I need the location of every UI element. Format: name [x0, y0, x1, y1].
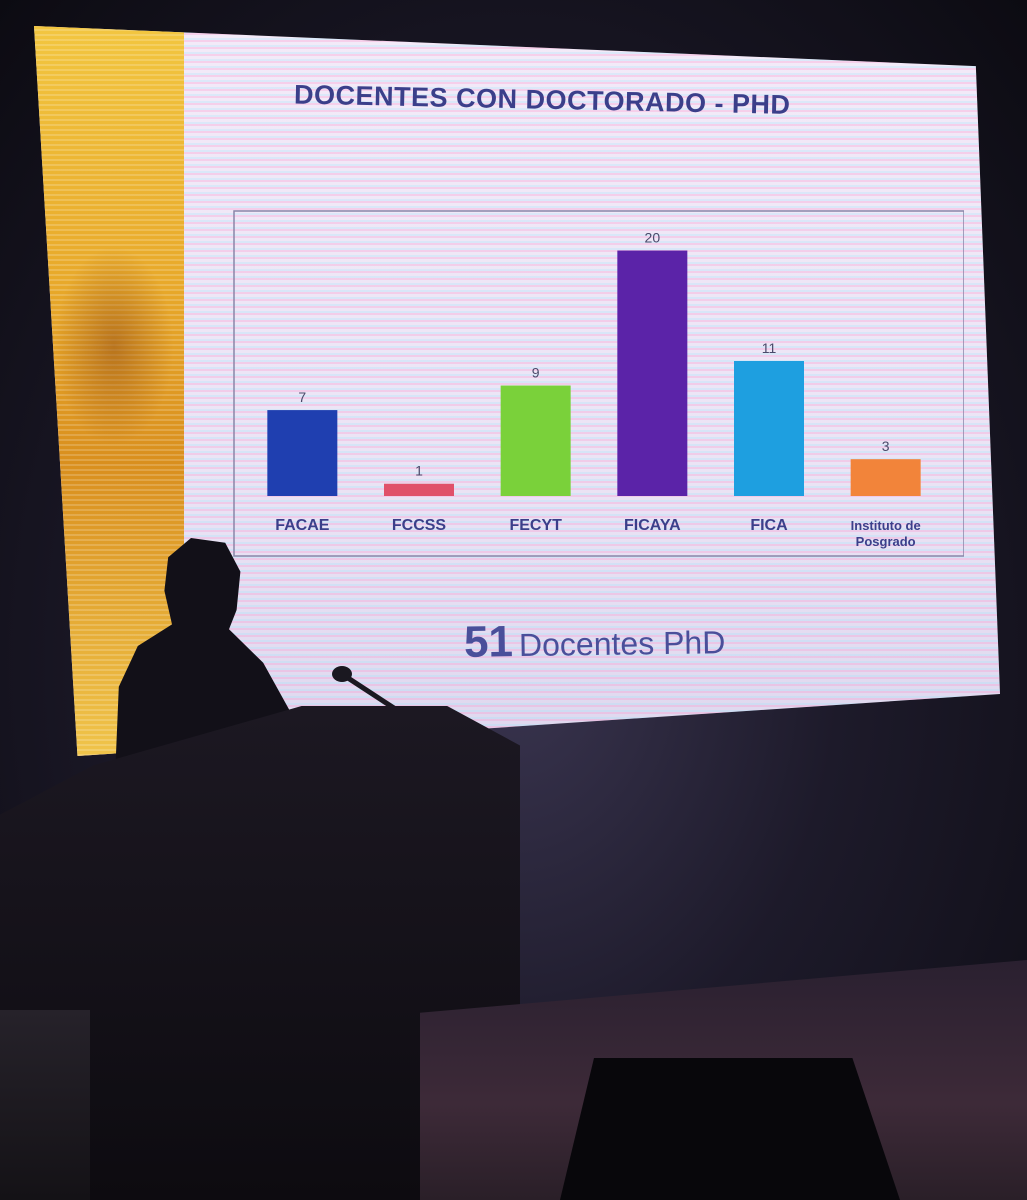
category-label: Instituto de — [851, 518, 921, 533]
bar-ficaya — [617, 250, 688, 496]
data-label: 1 — [415, 463, 423, 479]
data-label: 9 — [532, 365, 540, 381]
data-label: 20 — [645, 230, 661, 246]
stage-monitor-speaker — [560, 1058, 900, 1200]
data-label: 3 — [882, 438, 890, 454]
bar-fica — [734, 361, 804, 496]
slide-title: DOCENTES CON DOCTORADO - PHD — [293, 79, 791, 120]
category-label: FECYT — [509, 517, 562, 534]
category-label: FICAYA — [624, 517, 681, 534]
category-label: FACAE — [275, 517, 330, 534]
bar-fecyt — [500, 385, 571, 496]
category-label: Posgrado — [856, 534, 916, 549]
category-label: FICA — [750, 517, 788, 534]
bar-instituto-de-posgrado — [850, 459, 921, 496]
data-label: 11 — [762, 340, 777, 356]
total-label: Docentes PhD — [518, 624, 726, 664]
side-furniture — [0, 1010, 90, 1200]
category-label: FCCSS — [392, 517, 447, 534]
bar-facae — [267, 410, 338, 496]
total-number: 51 — [463, 617, 514, 667]
total-docentes: 51 Docentes PhD — [464, 614, 726, 668]
bar-fccss — [384, 483, 454, 496]
side-panel-graphic — [54, 246, 174, 446]
bar-chart: 7 FACAE 1 FCCSS 9 FECYT 20 FICAYA 11 FICA 3 Institu… — [233, 210, 964, 557]
plot-frame — [233, 210, 964, 557]
data-label: 7 — [298, 389, 306, 405]
